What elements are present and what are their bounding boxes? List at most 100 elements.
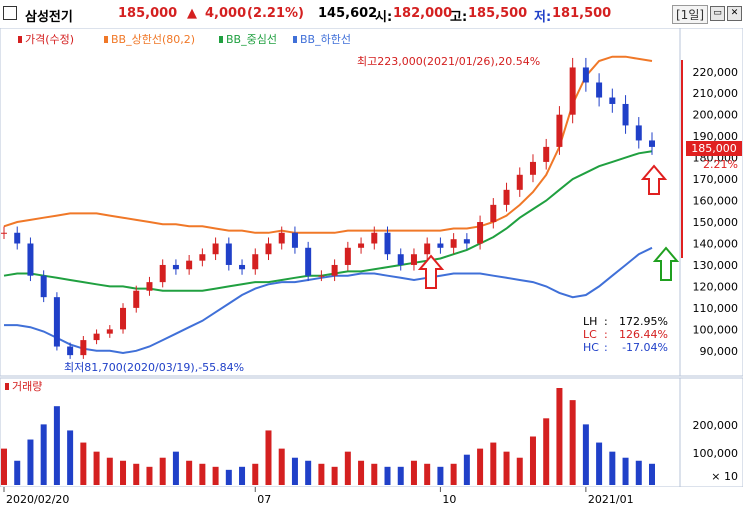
green-up-arrow-icon: [652, 246, 680, 281]
price-candle: [278, 232, 285, 244]
price-candle: [212, 243, 219, 255]
volume-bar: [424, 463, 431, 485]
volume-bar: [490, 442, 497, 485]
volume-bar: [27, 439, 34, 485]
price-tick-label: 90,000: [700, 345, 739, 358]
stat-lh-label: LH: [583, 315, 597, 328]
volume-bar: [622, 457, 629, 485]
volume-bar: [410, 460, 417, 485]
price-tick-label: 200,000: [693, 109, 739, 122]
volume-bar: [556, 388, 563, 485]
legend-marker-bb-lower: [293, 36, 297, 43]
price-tick-label: 110,000: [693, 302, 739, 315]
volume-bar: [635, 460, 642, 485]
volume-bar: [93, 451, 100, 485]
current-signal-arrow-icon: [640, 164, 668, 195]
price-tick-label: 210,000: [693, 87, 739, 100]
buy-signal-arrow-icon: [417, 254, 445, 289]
volume-bar: [437, 466, 444, 485]
price-tick-label: 170,000: [693, 173, 739, 186]
period-selector[interactable]: [1일]: [672, 5, 709, 24]
stat-hc-sep: :: [604, 341, 608, 354]
volume-bar: [80, 442, 87, 485]
price-candle: [344, 247, 351, 265]
volume-bar: [199, 463, 206, 485]
price-tick-label: 100,000: [693, 323, 739, 336]
stat-hc-label: HC: [583, 341, 599, 354]
price-candle: [609, 97, 616, 104]
bb-upper-line: [3, 55, 653, 234]
x-tick-label: 10: [442, 493, 456, 506]
volume-bar: [212, 466, 219, 485]
price-candle: [424, 243, 431, 255]
price-candle: [252, 254, 259, 270]
volume-bar: [278, 448, 285, 485]
volume-tick-200k: 200,000: [693, 419, 739, 432]
price-candle: [331, 264, 338, 276]
price-candle: [120, 307, 127, 330]
legend-bb-upper: BB_상한선(80,2): [111, 33, 195, 46]
volume-bar: [477, 448, 484, 485]
volume-bar: [172, 451, 179, 485]
legend-marker-price: [18, 36, 22, 43]
low-value: 181,500: [552, 6, 612, 21]
volume-bar: [569, 400, 576, 485]
price-candle: [199, 254, 206, 261]
price-tick-label: 160,000: [693, 195, 739, 208]
restore-icon[interactable]: ▭: [710, 6, 725, 21]
volume-bar: [291, 457, 298, 485]
chart-area: 가격(수정) BB_상한선(80,2) BB_중심선 BB_하한선 90,000…: [0, 28, 743, 508]
price-candle: [318, 275, 325, 277]
price-candle: [371, 232, 378, 244]
legend-marker-bb-upper: [104, 36, 108, 43]
legend-bb-lower: BB_하한선: [300, 32, 351, 46]
volume-bar: [397, 466, 404, 485]
volume-bar: [67, 430, 74, 485]
price-candle: [397, 254, 404, 265]
price-candle: [490, 204, 497, 223]
price-candle: [450, 239, 457, 248]
volume-bar: [516, 457, 523, 485]
volume-bar: [40, 424, 47, 485]
volume-bar: [133, 463, 140, 485]
volume-bar: [106, 457, 113, 485]
x-tick-label: 2021/01: [588, 493, 634, 506]
high-value: 185,500: [468, 6, 528, 21]
price-candle: [172, 264, 179, 270]
volume-bar: [53, 406, 60, 485]
price-candle: [239, 264, 246, 270]
price-candle: [80, 340, 87, 356]
volume-bar: [14, 460, 21, 485]
current-price-tag: [686, 141, 742, 156]
volume-bar: [609, 451, 616, 485]
volume-bar: [582, 424, 589, 485]
price-candle: [529, 161, 536, 175]
price-candle: [14, 232, 21, 244]
volume-bar: [305, 460, 312, 485]
select-checkbox[interactable]: [3, 6, 17, 20]
price-candle: [437, 243, 444, 248]
volume-bar: [344, 451, 351, 485]
price-candle: [596, 82, 603, 98]
price-candle: [516, 174, 523, 190]
price-change: 4,000: [205, 6, 247, 21]
price-candle: [27, 243, 34, 276]
price-candle: [146, 282, 153, 291]
price-candle: [477, 222, 484, 244]
price-candle: [622, 103, 629, 126]
volume-bar: [543, 418, 550, 485]
price-candle: [305, 247, 312, 276]
current-pct-label: 2.21%: [703, 158, 738, 171]
close-icon[interactable]: ✕: [727, 6, 742, 21]
price-candle: [569, 67, 576, 115]
volume-bar: [463, 454, 470, 485]
stat-lc-value: 126.44%: [619, 328, 668, 341]
current-price: 185,000: [118, 6, 178, 21]
price-candle: [225, 243, 232, 265]
price-candle: [53, 297, 60, 347]
price-candle: [635, 125, 642, 141]
x-tick-label: 2020/02/20: [6, 493, 69, 506]
stat-lh-value: 172.95%: [619, 315, 668, 328]
x-tick-label: 07: [257, 493, 271, 506]
volume-bar: [186, 460, 193, 485]
